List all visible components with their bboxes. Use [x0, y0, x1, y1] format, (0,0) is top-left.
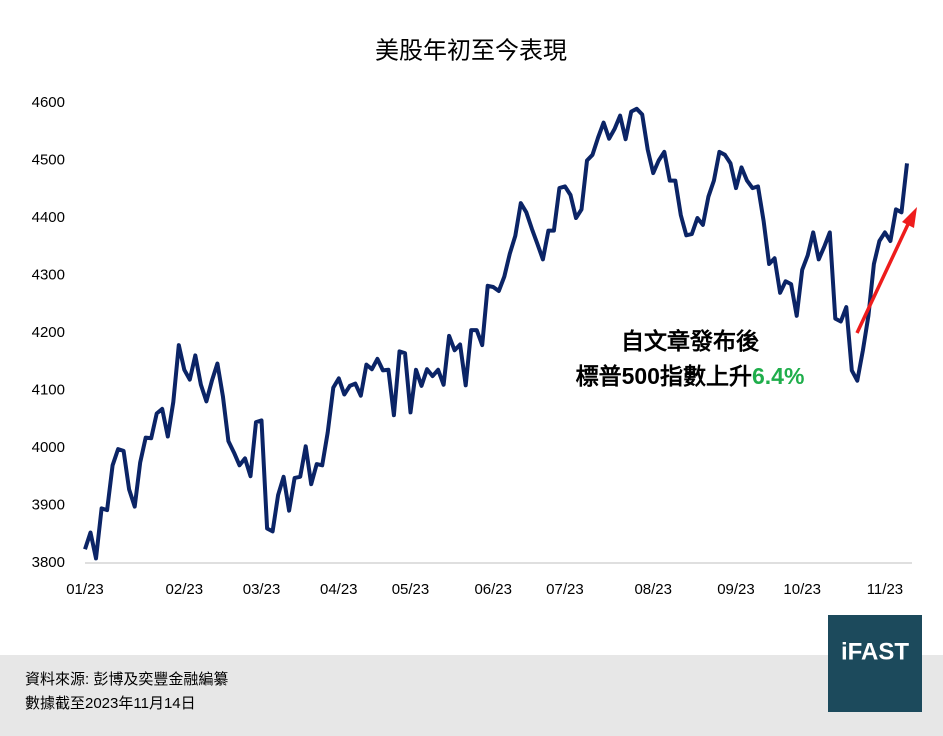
x-tick-label: 11/23	[867, 581, 903, 598]
arrow-head	[902, 207, 917, 228]
x-tick-label: 01/23	[66, 581, 104, 598]
y-tick-label: 4000	[32, 439, 65, 456]
x-tick-label: 10/23	[783, 581, 821, 598]
y-tick-label: 4400	[32, 209, 65, 226]
source-note: 資料來源: 彭博及奕豐金融編纂	[25, 670, 228, 688]
x-tick-label: 06/23	[474, 581, 512, 598]
y-tick-label: 3800	[32, 554, 65, 571]
annotation-highlight: 6.4%	[752, 363, 804, 389]
footer-band	[0, 655, 943, 736]
y-tick-label: 3900	[32, 496, 65, 513]
x-tick-label: 02/23	[166, 581, 204, 598]
x-tick-label: 04/23	[320, 581, 358, 598]
line	[83, 106, 909, 561]
annotation: 自文章發布後	[621, 328, 760, 354]
y-tick-label: 4500	[32, 151, 65, 168]
x-tick-label: 03/23	[243, 581, 281, 598]
x-tick-label: 08/23	[634, 581, 672, 598]
logo-box	[828, 615, 922, 712]
plot-area: 3800 3900 4000 4100 4200 4300 4400 4500 4600 01/2…	[32, 94, 909, 598]
y-tick-label: 4300	[32, 266, 65, 283]
x-tick-label: 07/23	[546, 581, 584, 598]
x-tick-label: 09/23	[717, 581, 755, 598]
date-note: 數據截至2023年11月14日	[25, 695, 196, 712]
logo: iFAST	[841, 638, 909, 665]
y-tick-label: 4100	[32, 381, 65, 398]
chart-title: 美股年初至今表現	[375, 37, 567, 64]
arrow	[855, 219, 912, 334]
y-tick-label: 4600	[32, 94, 65, 111]
x-tick-label: 05/23	[392, 581, 430, 598]
annotation: 標普500指數上升	[576, 363, 752, 389]
annotation: 標普500指數上升6.4%	[576, 363, 805, 389]
y-tick-label: 4200	[32, 324, 65, 341]
